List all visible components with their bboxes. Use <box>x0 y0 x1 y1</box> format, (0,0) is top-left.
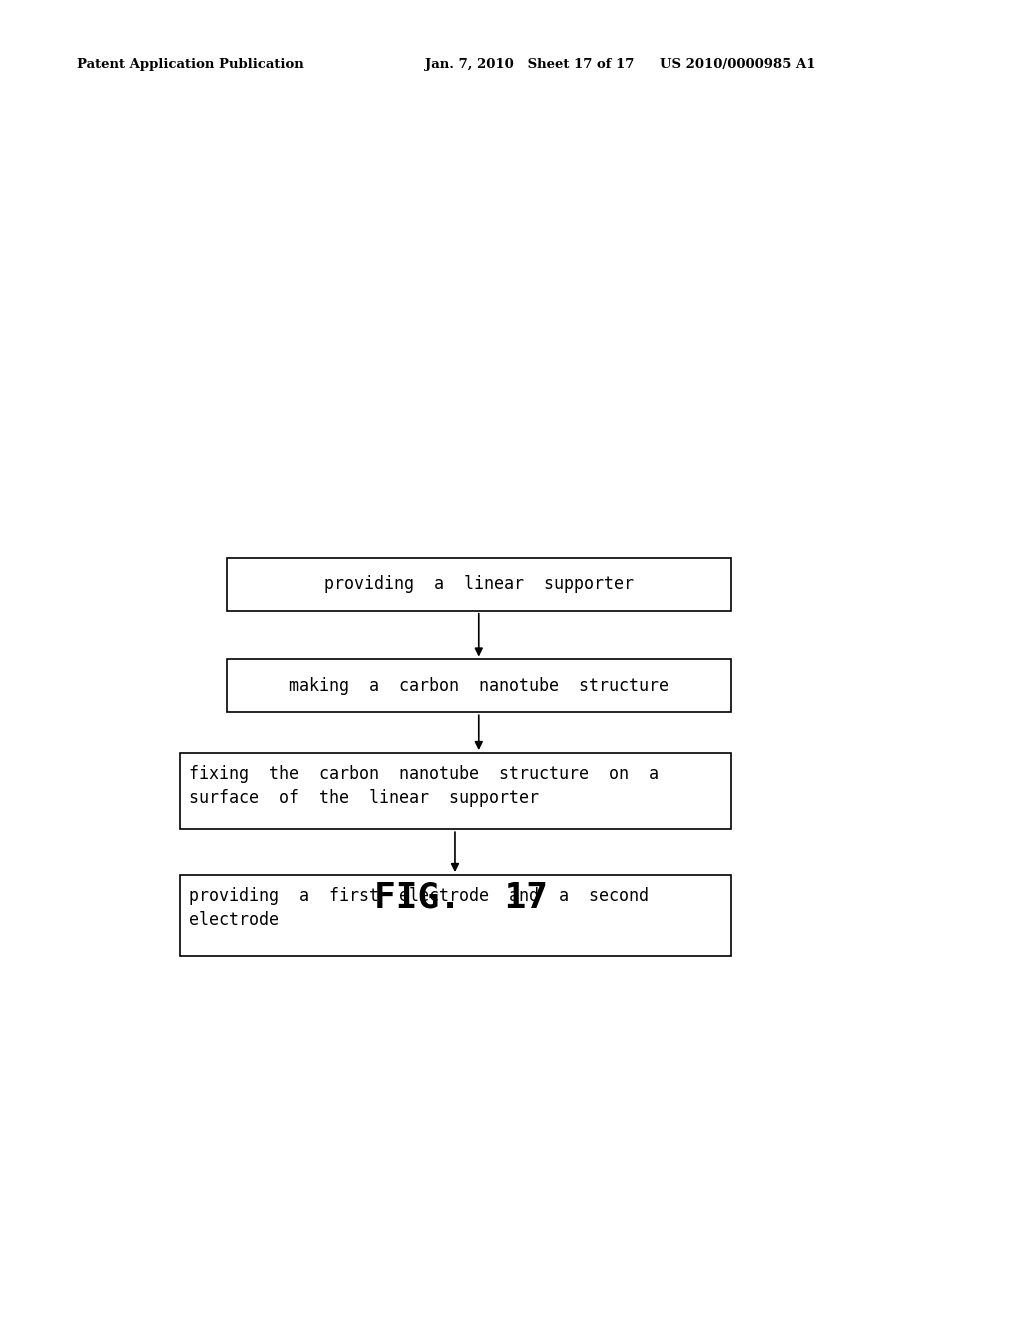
Text: Jan. 7, 2010   Sheet 17 of 17: Jan. 7, 2010 Sheet 17 of 17 <box>425 58 634 71</box>
FancyBboxPatch shape <box>227 558 731 611</box>
Text: FIG.  17: FIG. 17 <box>375 880 548 915</box>
FancyBboxPatch shape <box>179 875 731 956</box>
FancyBboxPatch shape <box>227 660 731 713</box>
Text: providing  a  linear  supporter: providing a linear supporter <box>325 576 634 593</box>
Text: making  a  carbon  nanotube  structure: making a carbon nanotube structure <box>289 677 669 694</box>
Text: Patent Application Publication: Patent Application Publication <box>77 58 303 71</box>
FancyBboxPatch shape <box>179 752 731 829</box>
Text: providing  a  first  electrode  and  a  second
electrode: providing a first electrode and a second… <box>189 887 649 929</box>
Text: US 2010/0000985 A1: US 2010/0000985 A1 <box>660 58 816 71</box>
Text: fixing  the  carbon  nanotube  structure  on  a
surface  of  the  linear  suppor: fixing the carbon nanotube structure on … <box>189 766 659 807</box>
